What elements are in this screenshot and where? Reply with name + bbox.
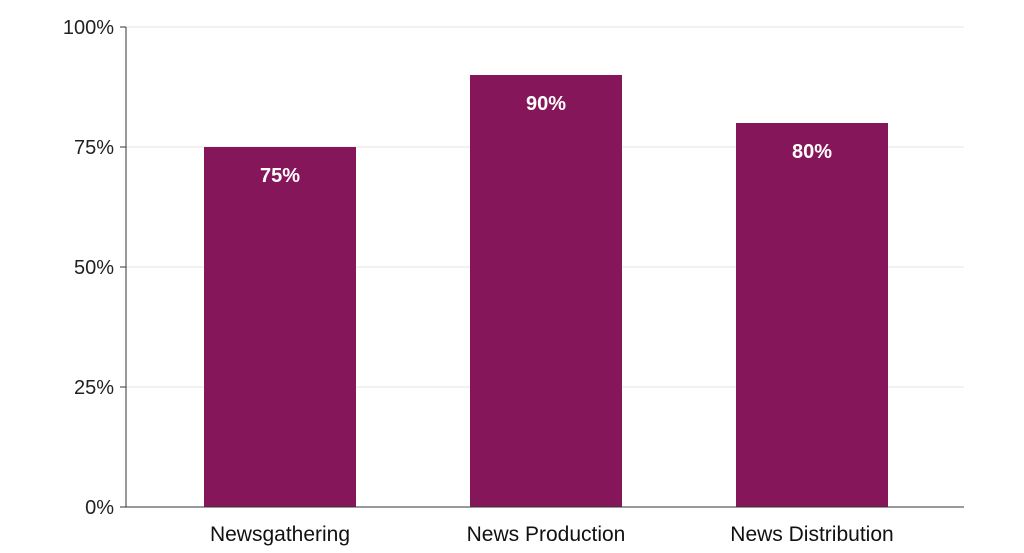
x-tick-labels: Newsgathering News Production News Distrib… [210,523,894,546]
bar-value-label: 75% [260,165,300,187]
y-tick-label: 100% [63,17,114,39]
bar-value-label: 80% [792,141,832,163]
bar-value-label: 90% [526,93,566,115]
bar [736,123,888,507]
y-tick-label: 25% [74,377,114,399]
y-tick-label: 50% [74,257,114,279]
y-tick-label: 75% [74,137,114,159]
bar [204,147,356,507]
x-category-label: News Production [467,523,626,546]
x-category-label: News Distribution [730,523,893,546]
bar [470,75,622,507]
y-tick-labels: 0% 25% 50% 75% 100% [63,17,126,519]
y-tick-label: 0% [85,497,114,519]
data-labels: 75% 90% 80% [260,93,832,187]
bars [204,75,888,507]
x-category-label: Newsgathering [210,523,350,546]
